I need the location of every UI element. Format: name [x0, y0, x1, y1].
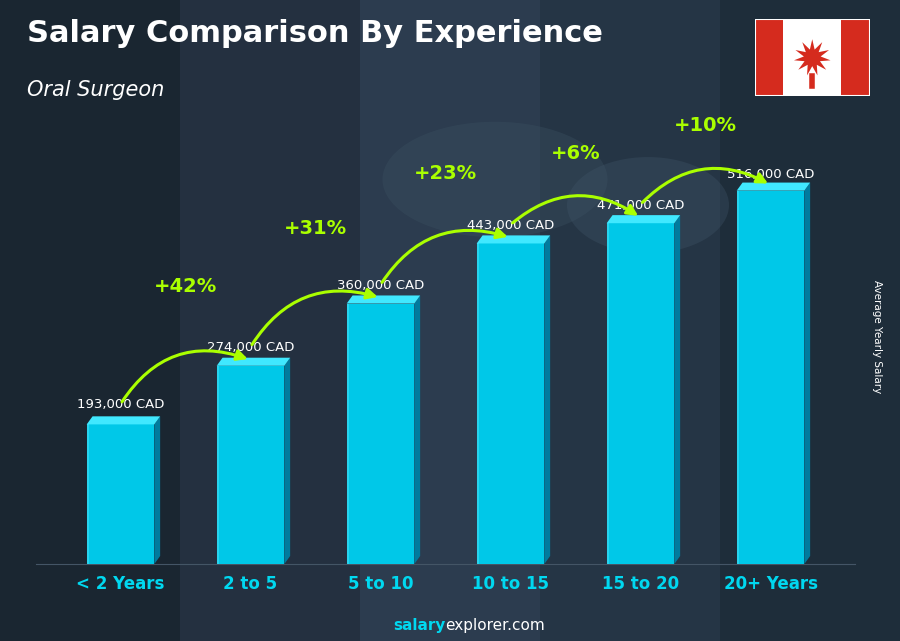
Text: +23%: +23% — [414, 164, 477, 183]
Polygon shape — [607, 223, 609, 564]
Polygon shape — [674, 215, 680, 564]
Polygon shape — [477, 244, 480, 564]
Polygon shape — [346, 296, 420, 304]
Polygon shape — [86, 424, 89, 564]
Bar — [86, 424, 154, 564]
Polygon shape — [284, 358, 290, 564]
Polygon shape — [217, 366, 220, 564]
Text: +6%: +6% — [551, 144, 600, 163]
Text: +42%: +42% — [154, 278, 217, 296]
Text: 193,000 CAD: 193,000 CAD — [76, 398, 164, 412]
Polygon shape — [217, 358, 290, 366]
Text: salary: salary — [393, 618, 446, 633]
Polygon shape — [607, 215, 680, 223]
Polygon shape — [414, 296, 420, 564]
Bar — [217, 366, 284, 564]
Polygon shape — [794, 39, 831, 76]
Text: 516,000 CAD: 516,000 CAD — [727, 167, 814, 181]
Polygon shape — [477, 235, 550, 244]
Text: Average Yearly Salary: Average Yearly Salary — [872, 280, 883, 393]
Bar — [607, 223, 674, 564]
Text: 274,000 CAD: 274,000 CAD — [207, 341, 294, 354]
Text: Salary Comparison By Experience: Salary Comparison By Experience — [27, 19, 603, 48]
Bar — [842, 19, 870, 96]
Text: 443,000 CAD: 443,000 CAD — [467, 219, 554, 232]
Bar — [477, 244, 544, 564]
Bar — [783, 19, 842, 96]
Bar — [346, 304, 414, 564]
Polygon shape — [544, 235, 550, 564]
Text: +31%: +31% — [284, 219, 347, 238]
Bar — [754, 19, 783, 96]
Polygon shape — [737, 183, 810, 190]
Text: 360,000 CAD: 360,000 CAD — [337, 279, 424, 292]
Bar — [737, 190, 805, 564]
Text: 471,000 CAD: 471,000 CAD — [597, 199, 684, 212]
Polygon shape — [86, 416, 160, 424]
Polygon shape — [805, 183, 810, 564]
Polygon shape — [154, 416, 160, 564]
Text: Oral Surgeon: Oral Surgeon — [27, 80, 165, 100]
Text: explorer.com: explorer.com — [446, 618, 545, 633]
Polygon shape — [346, 304, 349, 564]
Text: +10%: +10% — [674, 115, 737, 135]
Polygon shape — [737, 190, 739, 564]
